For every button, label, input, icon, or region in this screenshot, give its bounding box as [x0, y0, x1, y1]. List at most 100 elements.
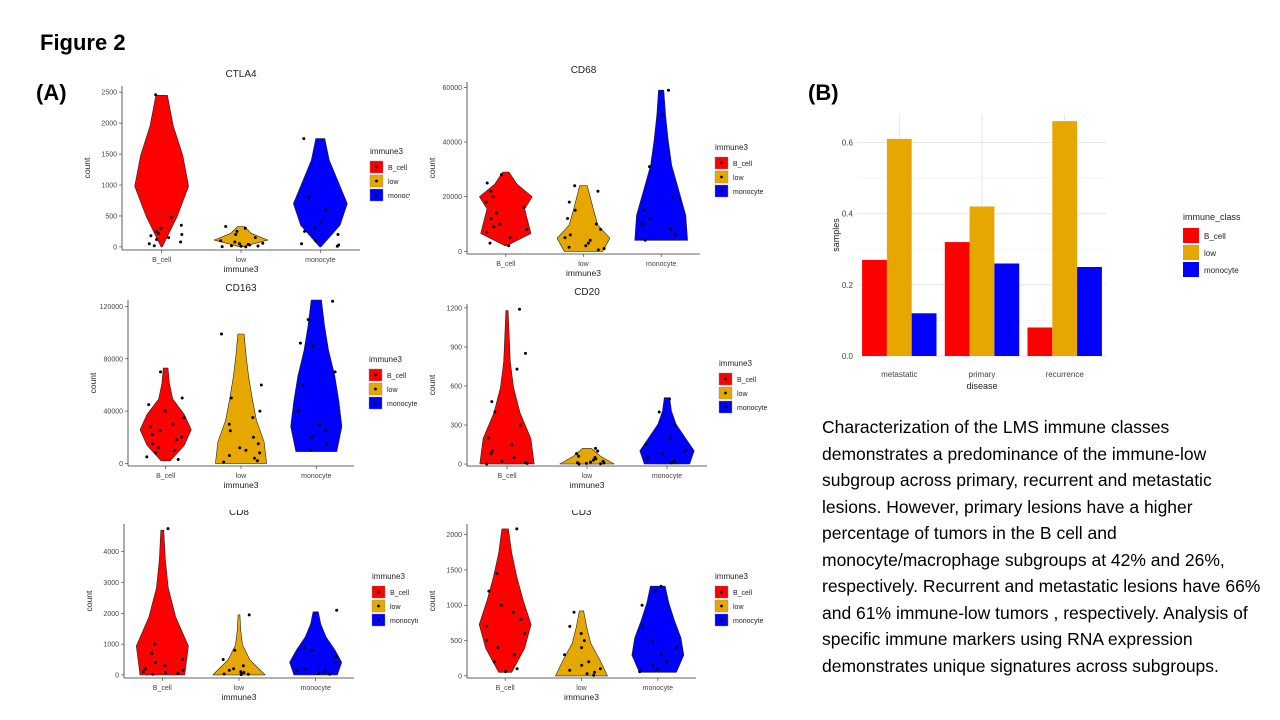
- x-tick-label: metastatic: [881, 370, 917, 379]
- data-point: [602, 247, 606, 250]
- figure-title: Figure 2: [40, 30, 126, 55]
- data-point: [487, 589, 491, 593]
- y-axis-label: count: [427, 157, 437, 178]
- legend-title: immune_class: [1183, 212, 1241, 222]
- y-tick-label: 0: [458, 673, 462, 680]
- x-axis-label: immune3: [224, 264, 259, 274]
- data-point: [246, 672, 250, 676]
- data-point: [150, 433, 154, 437]
- data-point: [485, 624, 489, 628]
- data-point: [255, 459, 259, 463]
- data-point: [182, 416, 186, 420]
- data-point: [640, 624, 644, 628]
- data-point: [153, 642, 157, 646]
- data-point: [523, 632, 527, 635]
- y-tick-label: 300: [450, 423, 462, 430]
- data-point: [490, 449, 494, 453]
- legend-key-dot: [375, 193, 378, 197]
- data-point: [495, 571, 499, 575]
- data-point: [220, 332, 223, 336]
- data-point: [234, 233, 238, 236]
- data-point: [492, 225, 496, 229]
- data-point: [324, 208, 328, 212]
- data-point: [496, 646, 500, 650]
- y-tick-label: 60000: [443, 85, 463, 92]
- data-point: [335, 608, 339, 612]
- data-point: [258, 409, 262, 413]
- y-axis-label: count: [84, 590, 94, 611]
- y-tick-label: 0.4: [842, 210, 854, 219]
- data-point: [593, 670, 596, 674]
- data-point: [510, 443, 514, 446]
- data-point: [491, 195, 495, 199]
- x-tick-label: B_cell: [496, 261, 516, 268]
- y-tick-label: 0: [115, 672, 119, 679]
- data-point: [224, 225, 228, 228]
- data-point: [154, 93, 158, 97]
- data-point: [256, 442, 260, 446]
- data-point: [515, 667, 519, 671]
- data-point: [314, 239, 318, 243]
- data-point: [311, 344, 315, 348]
- data-point: [156, 446, 160, 450]
- data-point: [568, 624, 572, 628]
- data-point: [588, 238, 592, 242]
- data-point: [671, 195, 675, 199]
- x-tick-label: B_cell: [496, 685, 516, 692]
- data-point: [300, 242, 304, 246]
- y-tick-label: 0: [458, 462, 462, 469]
- x-axis-label: immune3: [570, 480, 605, 490]
- data-point: [648, 165, 651, 169]
- x-axis-label: disease: [966, 381, 997, 391]
- data-point: [577, 454, 581, 458]
- y-axis-label: count: [88, 372, 98, 393]
- data-point: [508, 236, 512, 240]
- legend-key-monocyte: [1183, 262, 1199, 277]
- y-tick-label: 0: [113, 244, 117, 251]
- data-point: [494, 211, 498, 215]
- legend-label: monocyte: [388, 193, 410, 200]
- data-point: [515, 367, 519, 371]
- y-tick-label: 2500: [101, 90, 117, 97]
- y-tick-label: 0.2: [842, 281, 854, 290]
- x-tick-label: primary: [969, 370, 996, 379]
- x-tick-label: monocyte: [305, 257, 335, 264]
- x-axis-label: immune3: [222, 692, 257, 702]
- data-point: [159, 226, 163, 230]
- data-point: [585, 672, 589, 676]
- y-tick-label: 0: [119, 461, 123, 468]
- bar-recurrence-monocyte: [1077, 267, 1102, 356]
- x-tick-label: low: [576, 685, 587, 692]
- data-point: [153, 661, 157, 665]
- data-point: [596, 189, 600, 193]
- x-tick-label: low: [578, 261, 589, 268]
- data-point: [594, 222, 598, 226]
- data-point: [499, 603, 503, 607]
- y-axis-label: samples: [831, 218, 841, 252]
- data-point: [500, 459, 504, 463]
- violin-low: [559, 448, 615, 465]
- data-point: [584, 244, 588, 248]
- data-point: [180, 396, 184, 400]
- data-point: [328, 672, 332, 676]
- data-point: [640, 603, 644, 607]
- violin-low: [555, 610, 608, 677]
- data-point: [493, 410, 497, 414]
- y-tick-label: 1500: [446, 567, 462, 574]
- data-point: [336, 233, 340, 236]
- data-point: [176, 458, 180, 461]
- data-point: [563, 653, 567, 657]
- data-point: [151, 672, 155, 676]
- data-point: [176, 671, 180, 675]
- y-tick-label: 1000: [103, 642, 119, 649]
- data-point: [519, 617, 523, 621]
- legend-key-dot: [724, 391, 727, 395]
- x-tick-label: monocyte: [652, 473, 682, 480]
- data-point: [244, 448, 248, 452]
- data-point: [147, 242, 151, 246]
- data-point: [302, 645, 306, 649]
- data-point: [175, 438, 179, 442]
- data-point: [251, 435, 255, 439]
